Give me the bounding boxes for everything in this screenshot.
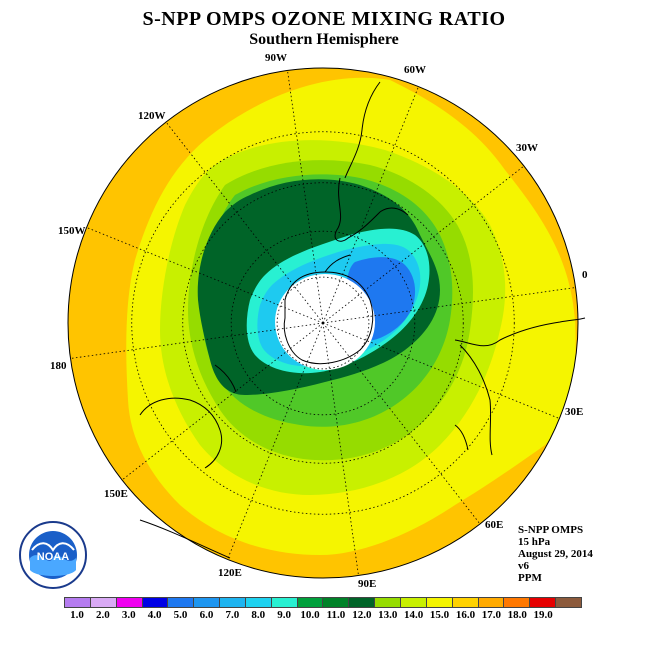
latitude-circle	[131, 131, 515, 515]
colorbar-tick-label: 6.0	[199, 609, 214, 621]
colorbar-swatch	[220, 598, 246, 607]
lon-label-30e: 30E	[565, 406, 583, 418]
colorbar-tick-label: 1.0	[70, 609, 84, 621]
coastline-south-america	[334, 177, 409, 242]
meridian-line	[322, 322, 359, 576]
colorbar-swatch	[478, 598, 505, 607]
noaa-logo: NOAA	[19, 521, 87, 589]
colorbar-swatch	[530, 598, 557, 607]
colorbar-swatch	[271, 598, 298, 607]
contour-hole	[275, 274, 375, 370]
coastline-africa	[459, 344, 493, 456]
colorbar-tick-label: 9.0	[277, 609, 292, 621]
meridian-line	[322, 287, 576, 324]
meridian-line	[322, 86, 419, 324]
lon-label-90w: 90W	[265, 52, 287, 64]
chart-subtitle: Southern Hemisphere	[249, 31, 399, 48]
latitude-circle	[182, 182, 464, 464]
colorbar-swatch	[245, 598, 272, 607]
colorbar-swatch	[116, 598, 143, 607]
coastline-antarctic-peninsula	[324, 254, 351, 273]
colorbar-swatch	[556, 598, 581, 607]
colorbar	[64, 597, 582, 608]
colorbar-swatch	[375, 598, 401, 607]
colorbar-swatch	[168, 598, 195, 607]
colorbar-tick-label: 8.0	[251, 609, 266, 621]
info-units: PPM	[518, 572, 542, 584]
colorbar-swatch	[323, 598, 350, 607]
colorbar-tick-label: 10.0	[300, 609, 320, 621]
lon-label-180: 180	[50, 360, 67, 372]
chart-title: S-NPP OMPS OZONE MIXING RATIO	[142, 8, 506, 30]
colorbar-tick-label: 4.0	[147, 609, 162, 621]
coastline-australia	[139, 397, 223, 469]
meridian-line	[86, 227, 324, 324]
meridian-line	[227, 322, 324, 560]
graticule	[70, 70, 576, 576]
product-info: S-NPP OMPS 15 hPa August 29, 2014 v6 PPM	[518, 524, 593, 584]
meridian-line	[322, 322, 560, 419]
lon-label-0: 0	[582, 269, 588, 281]
ozone-contour-field	[68, 68, 578, 578]
info-date: August 29, 2014	[518, 548, 593, 560]
latitude-circle	[276, 276, 370, 370]
lon-label-120e: 120E	[218, 567, 242, 579]
colorbar-tick-label: 11.0	[326, 609, 346, 621]
coastlines	[139, 81, 586, 559]
meridian-line	[165, 121, 324, 324]
coastline-new-zealand	[214, 364, 237, 393]
lon-label-150w: 150W	[58, 225, 86, 237]
meridian-line	[70, 322, 324, 359]
coastline-south-america-2	[344, 81, 381, 179]
colorbar-tick-label: 14.0	[404, 609, 424, 621]
meridian-line	[322, 165, 525, 324]
lon-label-60w: 60W	[404, 64, 426, 76]
colorbar-swatch	[400, 598, 427, 607]
colorbar-tick-label: 18.0	[507, 609, 527, 621]
meridian-line	[121, 322, 324, 481]
colorbar-swatch	[65, 598, 91, 607]
colorbar-swatch	[194, 598, 221, 607]
lon-label-30w: 30W	[516, 142, 538, 154]
latitude-circle	[230, 230, 416, 416]
colorbar-swatch	[426, 598, 453, 607]
info-instrument: S-NPP OMPS	[518, 524, 584, 536]
longitude-labels: 90W 60W 30W 0 30E 60E 90E 120E 150E 180 …	[50, 52, 588, 590]
colorbar-tick-label: 13.0	[378, 609, 398, 621]
colorbar-swatch	[452, 598, 479, 607]
coastline-antarctica	[283, 271, 374, 365]
colorbar-tick-label: 5.0	[173, 609, 188, 621]
colorbar-swatch	[142, 598, 169, 607]
meridian-line	[287, 70, 324, 324]
map-boundary	[67, 67, 579, 579]
colorbar-tick-label: 19.0	[533, 609, 553, 621]
colorbar-tick-label: 3.0	[121, 609, 136, 621]
colorbar-tick-label: 7.0	[225, 609, 240, 621]
lon-label-60e: 60E	[485, 519, 503, 531]
colorbar-swatch	[90, 598, 117, 607]
colorbar-tick-label: 12.0	[352, 609, 372, 621]
meridian-line	[322, 322, 481, 525]
colorbar-tick-label: 2.0	[95, 609, 110, 621]
colorbar-swatch	[349, 598, 376, 607]
lon-label-120w: 120W	[138, 110, 166, 122]
colorbar-tick-label: 16.0	[455, 609, 476, 621]
info-level: 15 hPa	[518, 536, 551, 548]
colorbar-tick-label: 17.0	[481, 609, 501, 621]
colorbar-ticks: 1.0 2.0 3.0 4.0 5.0 6.0 7.0 8.0 9.0 10.0 11.0 12.0 1…	[64, 609, 582, 623]
lon-label-90e: 90E	[358, 578, 376, 590]
noaa-logo-text: NOAA	[37, 551, 69, 563]
coastline-madagascar	[454, 424, 469, 451]
colorbar-swatch	[297, 598, 324, 607]
info-version: v6	[518, 560, 529, 572]
colorbar-tick-label: 15.0	[429, 609, 450, 621]
lon-label-150e: 150E	[104, 488, 128, 500]
colorbar-swatch	[504, 598, 531, 607]
coastline-africa-2	[454, 317, 586, 347]
